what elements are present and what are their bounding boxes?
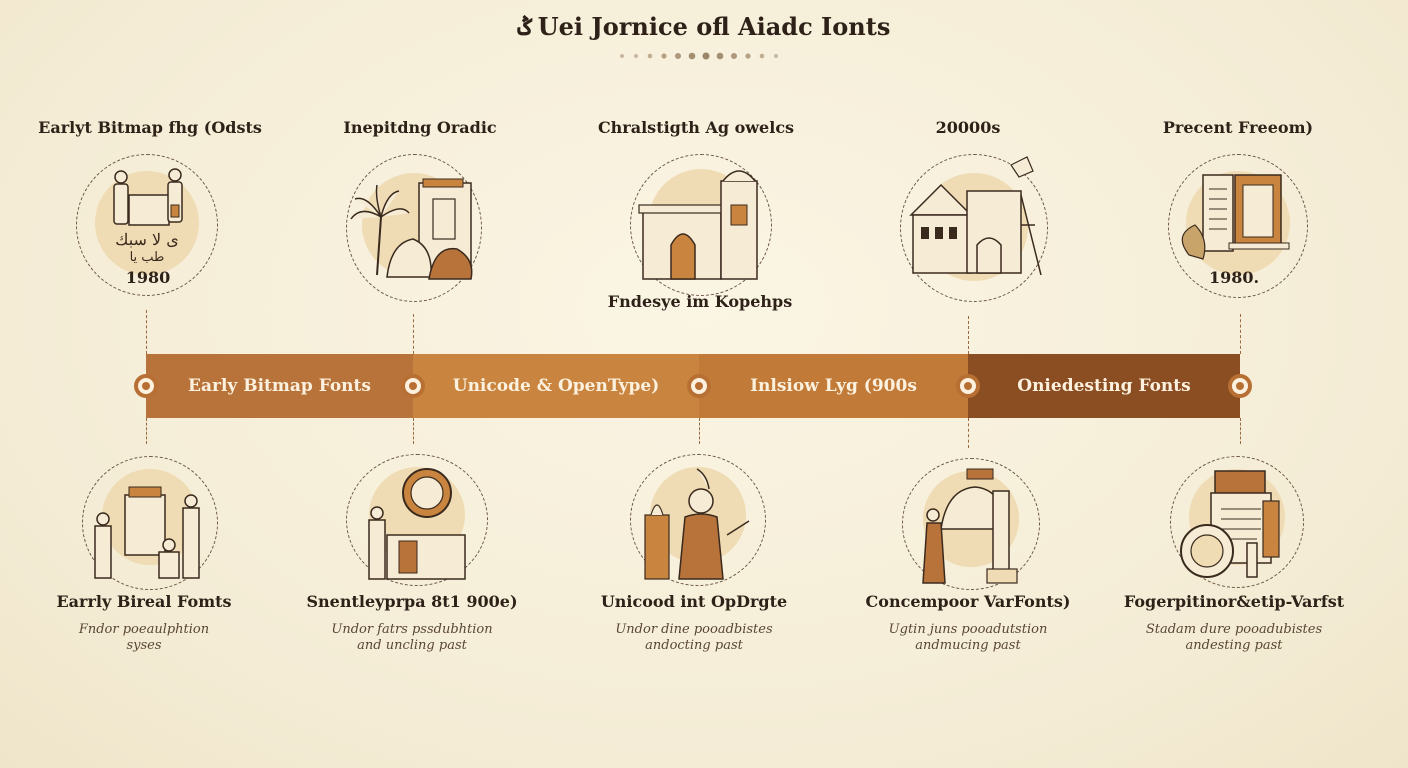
- bottom-label-3: Unicood int OpDrgte: [600, 592, 788, 611]
- connector-top-1: [146, 310, 147, 354]
- timeline-band-3: Inlsiow Lyg (900s: [699, 354, 968, 418]
- band-label-2: Unicode & OpenType): [452, 376, 660, 396]
- top-label-2: Inepitdng Oradic: [343, 118, 497, 137]
- bottom-label-4: Concempoor VarFonts): [865, 592, 1071, 611]
- title-text: Uei Jornice ofl Aiadc Ionts: [537, 12, 891, 41]
- bottom-desc-4: Ugtin juns pooadutstion andmucing past: [848, 622, 1088, 654]
- top-label-3: Chralstigth Ag owelcs: [597, 118, 795, 137]
- desc-line: Fndor poeaulphtion: [78, 622, 210, 637]
- timeline-band-1: Early Bitmap Fonts: [146, 354, 413, 418]
- desc-line: Ugtin juns pooadutstion: [888, 622, 1048, 637]
- desc-line: andmucing past: [915, 638, 1021, 653]
- top-year-1: 1980: [125, 268, 171, 287]
- connector-bottom-3: [699, 418, 700, 444]
- top-illustration-2: [346, 154, 482, 302]
- band-label-3: Inlsiow Lyg (900s: [750, 376, 917, 396]
- desc-line: syses: [126, 638, 162, 653]
- connector-bottom-5: [1240, 418, 1241, 444]
- band-label-4: Oniedesting Fonts: [1017, 376, 1191, 396]
- connector-bottom-1: [146, 418, 147, 444]
- bottom-label-1: Earrly Bireal Fomts: [56, 592, 232, 611]
- scribes-at-desk-icon: ى ﻻ ﺳﺒﻚ ﻃﺐ ﻳﺎ: [95, 168, 199, 275]
- connector-bottom-4: [968, 418, 969, 448]
- typewriter-and-disc-icon: [1180, 469, 1285, 578]
- bottom-illustration-3: [630, 454, 766, 586]
- workers-group-icon: [94, 469, 200, 579]
- timeline-node-3: [687, 374, 711, 398]
- top-illustration-4: [900, 154, 1048, 302]
- desc-line: Undor dine pooadbistes: [615, 622, 773, 637]
- bottom-illustration-5: [1170, 456, 1304, 588]
- svg-text:ى ﻻ ﺳﺒﻚ: ى ﻻ ﺳﺒﻚ: [115, 230, 179, 249]
- arabic-letter-logo: ݣ: [517, 12, 532, 41]
- timeline-node-1: [134, 374, 158, 398]
- period-note: Fndesye im Kopehps: [607, 292, 793, 311]
- bottom-label-2: Snentleyprpa 8t1 900e): [306, 592, 518, 611]
- temple-with-scaffold-icon: [909, 156, 1042, 281]
- bottom-desc-2: Undor fatrs pssdubhtion and uncling past: [292, 622, 532, 654]
- desc-line: Undor fatrs pssdubhtion: [331, 622, 493, 637]
- connector-bottom-2: [413, 418, 414, 444]
- desc-line: Stadam dure pooadubistes: [1145, 622, 1323, 637]
- connector-top-4: [968, 316, 969, 354]
- timeline-node-5: [1228, 374, 1252, 398]
- band-label-1: Early Bitmap Fonts: [188, 376, 371, 396]
- page-title: ݣ Uei Jornice ofl Aiadc Ionts: [0, 12, 1408, 41]
- timeline-band-4: Oniedesting Fonts: [968, 354, 1240, 418]
- top-illustration-5: [1168, 154, 1308, 298]
- bottom-desc-5: Stadam dure pooadubistes andesting past: [1114, 622, 1354, 654]
- top-year-5: 1980.: [1208, 268, 1260, 287]
- desc-line: andesting past: [1185, 638, 1283, 653]
- svg-text:ﻃﺐ ﻳﺎ: ﻃﺐ ﻳﺎ: [130, 250, 165, 265]
- robed-scholar-icon: [644, 467, 750, 580]
- bottom-illustration-4: [902, 458, 1040, 590]
- top-label-5: Precent Freeom): [1162, 118, 1314, 137]
- timeline-band-2: Unicode & OpenType): [413, 354, 699, 418]
- title-divider-dots: [620, 52, 778, 60]
- top-label-4: 20000s: [935, 118, 1001, 137]
- bottom-desc-1: Fndor poeaulphtion syses: [24, 622, 264, 654]
- bottom-desc-3: Undor dine pooadbistes andocting past: [574, 622, 814, 654]
- connector-top-2: [413, 314, 414, 354]
- bottom-illustration-1: [82, 456, 218, 590]
- desc-line: andocting past: [645, 638, 743, 653]
- bottom-illustration-2: [346, 454, 488, 586]
- dome-and-column-icon: [922, 468, 1019, 584]
- timeline-node-2: [401, 374, 425, 398]
- manuscript-pages-icon: [1181, 171, 1290, 275]
- desc-line: and uncling past: [357, 638, 467, 653]
- bottom-label-5: Fogerpitinor&etip-Varfst: [1123, 592, 1345, 611]
- top-illustration-3: [630, 154, 772, 296]
- timeline-node-4: [956, 374, 980, 398]
- connector-top-5: [1240, 314, 1241, 354]
- top-illustration-1: ى ﻻ ﺳﺒﻚ ﻃﺐ ﻳﺎ: [76, 154, 218, 296]
- printing-press-icon: [368, 467, 466, 580]
- palm-and-shrine-icon: [350, 173, 473, 280]
- arched-building-icon: [638, 169, 758, 280]
- top-label-1: Earlyt Bitmap fhg (Odsts: [38, 118, 262, 137]
